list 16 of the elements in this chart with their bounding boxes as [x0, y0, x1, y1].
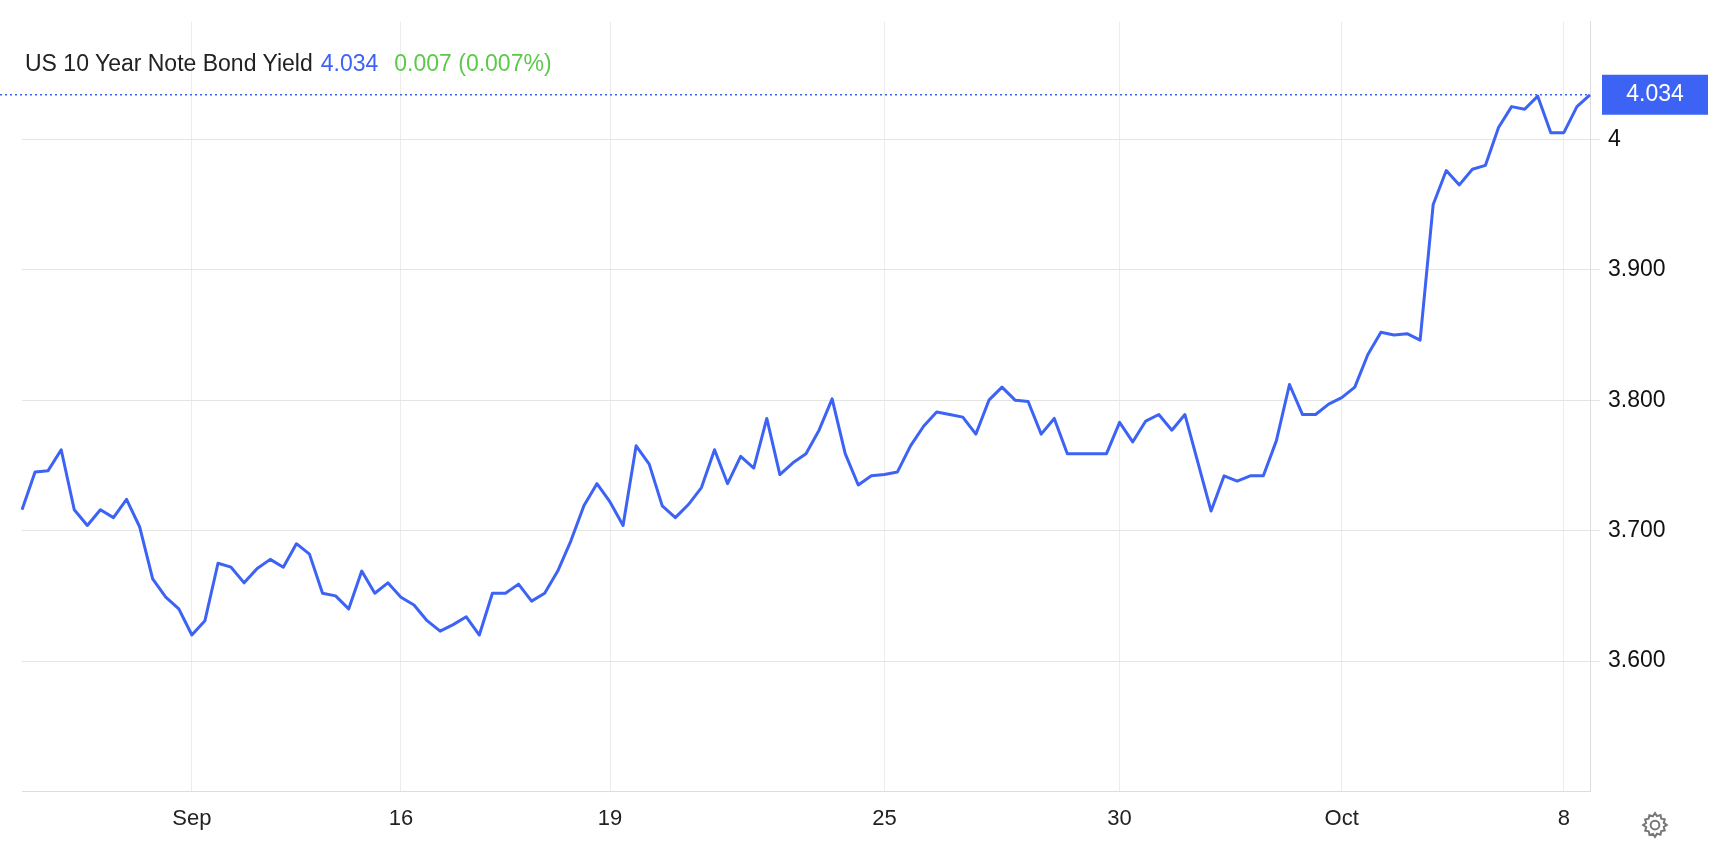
- ref-line-label: 4.034: [1626, 80, 1684, 107]
- x-tick-label: 16: [388, 804, 414, 830]
- y-tick-label: 4: [1608, 124, 1621, 151]
- x-tick-label: Sep: [172, 804, 212, 830]
- y-tick-label: 3.700: [1608, 515, 1666, 542]
- text: US 10 Year Note Bond Yield: [25, 50, 313, 76]
- x-tick-label: 19: [597, 804, 623, 830]
- annotation: 0.007 (0.007%): [394, 50, 552, 76]
- x-tick-label: 30: [1107, 804, 1132, 830]
- y-tick-label: 3.600: [1608, 646, 1666, 673]
- annotation: 4.034: [320, 50, 379, 76]
- y-tick-label: 3.900: [1608, 255, 1666, 282]
- x-tick-label: 25: [872, 804, 897, 830]
- y-tick-label: 3.800: [1608, 385, 1666, 412]
- x-tick-label: 8: [1557, 804, 1570, 830]
- x-tick-label: Oct: [1324, 804, 1359, 830]
